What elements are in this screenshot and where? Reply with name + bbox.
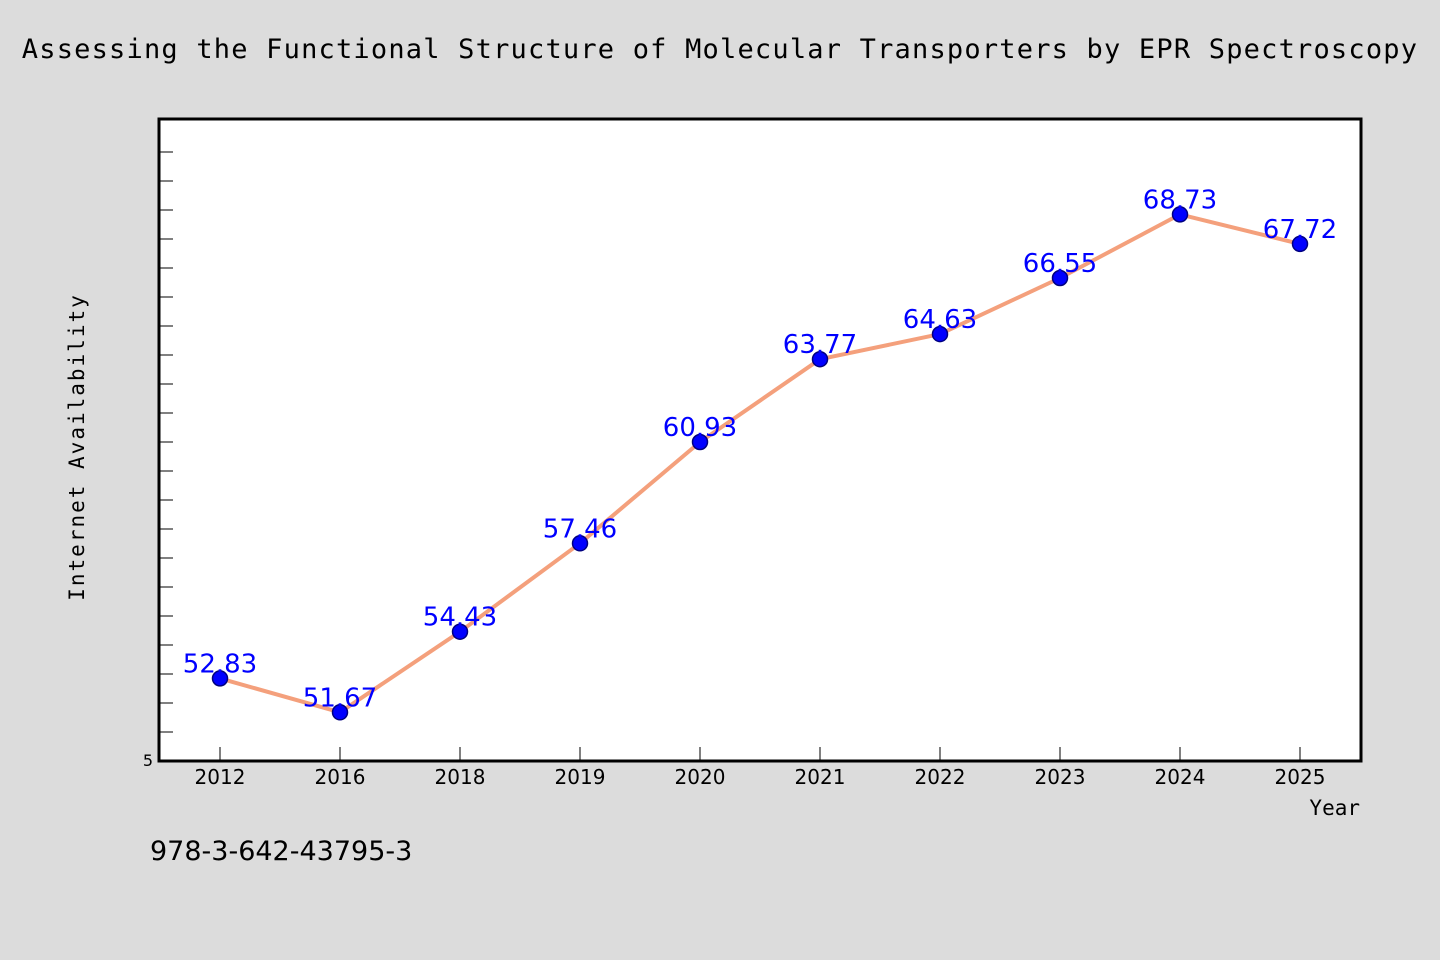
x-tick-label: 2023 [1035,765,1086,789]
data-label: 57.46 [543,514,617,544]
y-tick-label: 5 [143,751,153,770]
data-point [1051,269,1069,287]
data-point [571,535,589,552]
data-point [451,623,469,640]
data-point [931,325,949,343]
x-tick-label: 2018 [435,765,486,789]
data-label: 64.63 [903,305,977,335]
data-point [811,350,829,368]
data-label: 63.77 [783,330,857,360]
data-label: 60.93 [663,413,737,443]
data-label: 52.83 [183,649,257,679]
data-label: 66.55 [1023,249,1097,279]
data-point [211,670,229,687]
data-label: 68.73 [1143,185,1217,215]
data-label: 54.43 [423,603,497,633]
data-point [691,433,709,451]
data-label: 51.67 [303,683,377,713]
x-axis-label: Year [1309,796,1360,820]
isbn-annotation: 978-3-642-43795-3 [150,836,413,867]
x-tick-label: 2019 [555,765,606,789]
x-tick-label: 2020 [675,765,726,789]
x-tick-label: 2012 [195,765,246,789]
data-label: 67.72 [1263,215,1337,245]
x-tick-label: 2016 [315,765,366,789]
x-tick-label: 2025 [1275,765,1326,789]
x-axis-ticks: 2012 2016 2018 2019 2020 2021 2022 2023 2024 2025 [195,747,1326,789]
y-axis-ticks: 5 [143,151,173,770]
series-group: 52.83 51.67 54.43 57.46 60.93 63.77 64.63 66.55… [183,185,1337,721]
x-tick-label: 2024 [1155,765,1206,789]
x-tick-label: 2021 [795,765,846,789]
data-point [1171,206,1189,223]
chart-title: Assessing the Functional Structure of Mo… [21,34,1419,65]
x-tick-label: 2022 [915,765,966,789]
data-point [331,704,349,721]
series-line [218,212,1302,715]
data-point [1291,235,1309,253]
